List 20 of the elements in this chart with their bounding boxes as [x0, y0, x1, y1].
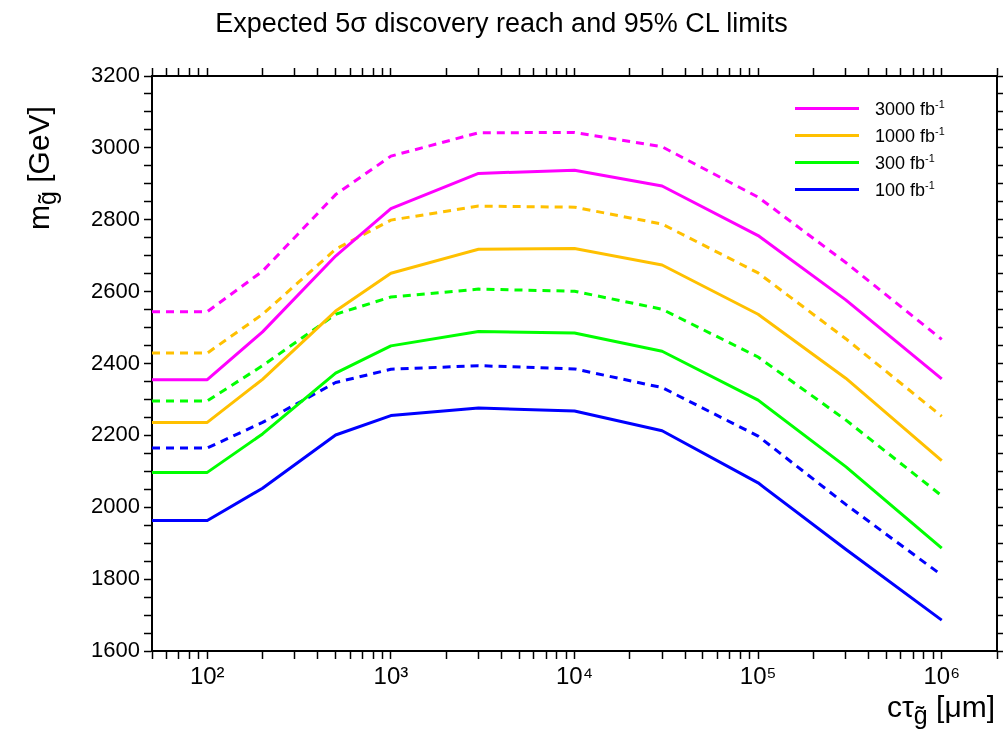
legend-label: 1000 fb$^{-1}$ — [875, 124, 945, 147]
y-tick-label: 2000 — [91, 493, 140, 519]
chart-title: Expected 5σ discovery reach and 95% CL limits — [214, 8, 789, 39]
x-axis-title: cτ$_{g̃}$ [μm] — [886, 690, 995, 730]
y-tick-label: 1800 — [91, 565, 140, 591]
x-tick-label: 10⁵ — [739, 662, 777, 690]
y-tick-label: 2600 — [91, 277, 140, 303]
x-tick-label: 10³ — [373, 662, 409, 690]
y-tick-label: 3000 — [91, 133, 140, 159]
legend-label: 3000 fb$^{-1}$ — [875, 97, 945, 120]
x-tick-label: 10² — [189, 662, 225, 690]
y-tick-label: 1600 — [91, 637, 140, 663]
y-tick-label: 2800 — [91, 205, 140, 231]
legend-label: 100 fb$^{-1}$ — [875, 178, 935, 201]
x-tick-label: 10⁶ — [923, 662, 961, 690]
x-tick-label: 10⁴ — [555, 662, 594, 690]
legend-label: 300 fb$^{-1}$ — [875, 151, 935, 174]
y-tick-label: 3200 — [91, 62, 140, 88]
y-tick-label: 2200 — [91, 421, 140, 447]
y-tick-label: 2400 — [91, 349, 140, 375]
